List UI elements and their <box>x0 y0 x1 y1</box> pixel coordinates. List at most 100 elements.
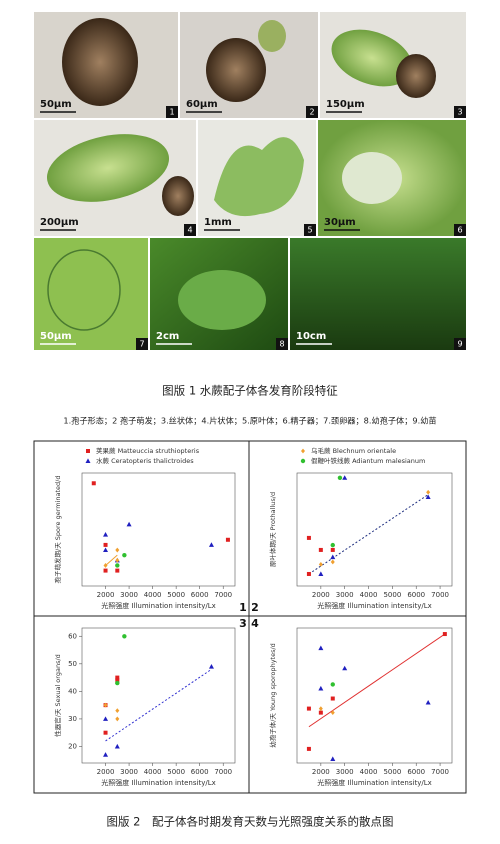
scale-label: 1mm <box>204 217 232 228</box>
y-tick-label: 60 <box>68 632 77 640</box>
photo-plate <box>46 134 170 202</box>
panel-number-box <box>276 338 288 350</box>
panel-number: 5 <box>307 226 312 235</box>
point <box>330 542 335 548</box>
scale-label: 30μm <box>324 217 356 228</box>
point <box>330 559 335 565</box>
x-tick-label: 5000 <box>167 768 185 776</box>
panel-number-box <box>166 106 178 118</box>
y-axis-label: 性器官/天 Sexual organs/d <box>53 654 62 737</box>
point <box>115 563 120 568</box>
x-tick-label: 7000 <box>431 591 449 599</box>
point <box>115 675 120 680</box>
point <box>225 537 230 542</box>
point <box>103 730 108 735</box>
point <box>318 706 323 711</box>
point <box>122 552 127 558</box>
x-tick-label: 6000 <box>191 591 209 599</box>
x-tick-label: 2000 <box>97 591 115 599</box>
y-tick-label: 50 <box>68 660 77 668</box>
plot-area <box>296 472 453 587</box>
point <box>114 743 120 749</box>
x-tick-label: 2000 <box>312 591 330 599</box>
x-tick-label: 6000 <box>191 768 209 776</box>
x-tick-label: 2000 <box>312 768 330 776</box>
point <box>115 716 120 722</box>
legend-label: 荚果蕨 Matteuccia struthiopteris <box>96 446 200 455</box>
plot-area <box>296 627 453 764</box>
trend-line <box>105 554 118 566</box>
x-tick-label: 7000 <box>214 591 232 599</box>
x-tick-label: 4000 <box>360 591 378 599</box>
panel-number: 2 <box>309 108 314 117</box>
panel-number-box <box>454 224 466 236</box>
point <box>103 752 109 757</box>
point <box>318 645 324 651</box>
point <box>103 547 109 553</box>
point <box>330 756 336 761</box>
panel-number-box <box>306 106 318 118</box>
point <box>91 481 96 486</box>
panel-number: 8 <box>279 340 284 349</box>
point <box>330 547 335 552</box>
legend-label: 假鞭叶铁线蕨 Adiantum malesianum <box>311 456 425 465</box>
y-tick-label: 40 <box>68 687 77 695</box>
photo-spore <box>62 18 138 106</box>
photo-spore <box>162 176 194 216</box>
point <box>318 547 323 552</box>
figure-frame <box>33 440 467 794</box>
scale-label: 150μm <box>326 99 365 110</box>
scale-label: 50μm <box>40 99 72 110</box>
point <box>103 532 109 537</box>
x-axis-label: 光照强度 Illumination intensity/Lx <box>317 778 432 787</box>
legend-marker <box>85 458 91 463</box>
panel-number-box <box>304 224 316 236</box>
y-axis-label: 幼孢子体/天 Young sporophytes/d <box>268 643 277 748</box>
panel-number-box <box>454 338 466 350</box>
point <box>208 663 214 669</box>
y-axis-label: 原叶体期/天 Prothallus/d <box>268 492 277 567</box>
scale-label: 60μm <box>186 99 218 110</box>
point <box>126 521 132 527</box>
x-tick-label: 4000 <box>144 591 162 599</box>
photo-germ <box>258 20 286 52</box>
legend-marker <box>86 449 90 453</box>
photo <box>290 238 466 350</box>
point <box>103 542 108 547</box>
x-tick-label: 2000 <box>97 768 115 776</box>
point <box>342 475 348 480</box>
panel-number: 3 <box>457 108 462 117</box>
y-axis-label: 孢子萌发期/天 Spore germinated/d <box>53 476 62 584</box>
x-tick-label: 7000 <box>431 768 449 776</box>
point <box>330 696 335 701</box>
photo-sporophyte <box>178 270 266 330</box>
point <box>425 699 431 705</box>
point <box>115 678 120 683</box>
scale-label: 200μm <box>40 217 79 228</box>
panel-number: 2 <box>251 601 259 614</box>
panel-number: 6 <box>457 226 462 235</box>
point <box>103 716 109 721</box>
point <box>103 563 108 568</box>
panel-number: 1 <box>169 108 174 117</box>
x-tick-label: 6000 <box>407 768 425 776</box>
plot-area <box>81 472 236 587</box>
plate-1 <box>34 12 466 350</box>
panel-number: 4 <box>251 617 259 630</box>
panel-number-box <box>184 224 196 236</box>
x-axis-label: 光照强度 Illumination intensity/Lx <box>101 601 216 610</box>
plate-legend: 1.孢子形态；2 孢子萌发；3.丝状体；4.片状体；5.原叶体；6.精子器；7.… <box>63 416 436 426</box>
photo-spore <box>206 38 266 102</box>
point <box>103 568 108 573</box>
point <box>330 682 335 687</box>
point <box>115 708 120 714</box>
point <box>426 489 431 495</box>
point <box>318 710 323 715</box>
photo-archegonium <box>47 249 121 331</box>
x-tick-label: 5000 <box>383 768 401 776</box>
scale-label: 2cm <box>156 331 179 342</box>
point <box>115 568 120 573</box>
panel-number: 9 <box>457 340 462 349</box>
